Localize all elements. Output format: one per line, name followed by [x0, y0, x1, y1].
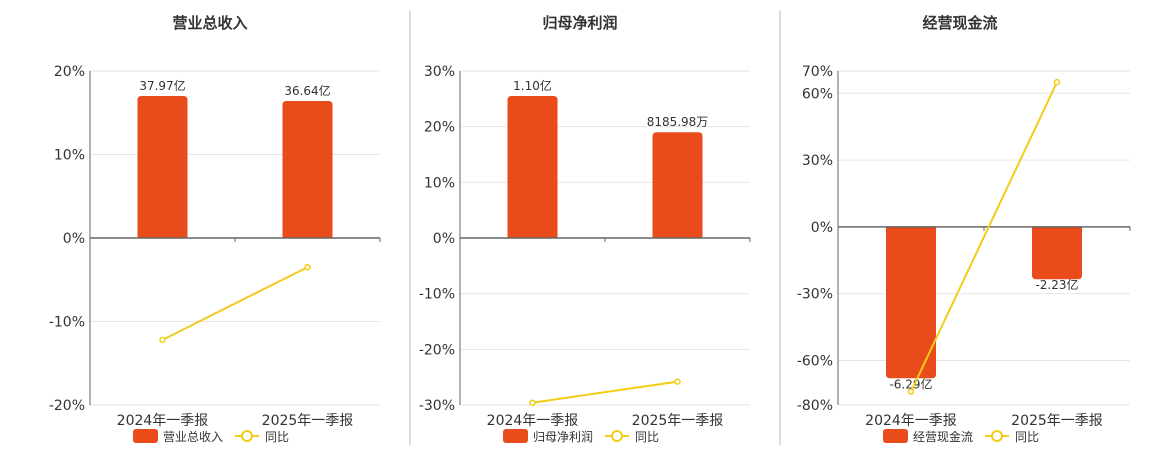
yoy-point-1 — [159, 336, 166, 344]
yoy-point-2 — [674, 378, 681, 385]
x-category-label: 2025年一季报 — [632, 413, 724, 429]
yoy-point-2 — [304, 263, 311, 271]
bar-2 — [652, 132, 703, 238]
x-category-label: 2024年一季报 — [487, 413, 579, 429]
y-tick-label: 10% — [424, 175, 455, 191]
bar-1 — [886, 226, 936, 379]
x-category-label: 2024年一季报 — [865, 413, 957, 429]
chart-panel-2: 归母净利润 30% 20% 10% 0% -10% -20% -30% 1.10亿 8185.98… — [419, 14, 751, 444]
bar-value-label: 8185.98万 — [647, 115, 709, 129]
y-tick-label: -10% — [49, 315, 85, 331]
legend-line-marker — [611, 430, 623, 442]
legend-line-label: 同比 — [1015, 430, 1039, 444]
bar-value-label: 1.10亿 — [513, 78, 552, 93]
y-tick-label: 30% — [424, 64, 455, 80]
x-category-label: 2025年一季报 — [1011, 413, 1103, 429]
chart-panel-3: 经营现金流 70% 60% 30% 0% -30% -60% -80% -6.29亿 -2.23亿… — [797, 14, 1131, 444]
y-tick-label: 60% — [802, 86, 833, 102]
chart-title: 经营现金流 — [922, 14, 997, 32]
y-tick-label: -20% — [419, 342, 455, 358]
yoy-line — [910, 81, 1058, 393]
y-tick-label: 10% — [54, 148, 85, 164]
legend-bar-label: 经营现金流 — [913, 429, 973, 444]
x-category-label: 2024年一季报 — [117, 413, 209, 429]
legend-bar-swatch — [883, 429, 908, 443]
legend-bar-swatch — [503, 429, 528, 443]
y-tick-label: -80% — [797, 398, 833, 414]
legend-line-label: 同比 — [635, 430, 659, 444]
bar-1 — [507, 96, 558, 238]
legend-bar-swatch — [133, 429, 158, 443]
legend-line-marker — [241, 430, 253, 442]
y-tick-label: 20% — [424, 120, 455, 136]
y-tick-label: -10% — [419, 287, 455, 303]
y-tick-label: -20% — [49, 398, 85, 414]
y-tick-label: -30% — [797, 287, 833, 303]
legend-line-label: 同比 — [265, 430, 289, 444]
bar-1 — [137, 96, 188, 238]
yoy-line — [162, 266, 308, 341]
bar-value-label: -6.29亿 — [889, 376, 932, 391]
x-category-label: 2025年一季报 — [262, 413, 354, 429]
legend-line-marker — [991, 430, 1003, 442]
y-tick-label: 70% — [802, 64, 833, 80]
bar-value-label: 37.97亿 — [139, 78, 185, 93]
yoy-point-1 — [907, 388, 915, 395]
legend-bar-label: 归母净利润 — [533, 430, 593, 444]
y-tick-label: 0% — [433, 231, 455, 247]
chart-title: 营业总收入 — [172, 14, 247, 32]
bar-2 — [282, 101, 333, 238]
yoy-point-1 — [529, 399, 536, 407]
y-tick-label: -60% — [797, 353, 833, 369]
bar-2 — [1032, 226, 1082, 280]
y-tick-label: 30% — [802, 153, 833, 169]
bar-value-label: 36.64亿 — [284, 83, 330, 98]
y-tick-label: 0% — [811, 220, 833, 236]
yoy-line — [532, 380, 678, 404]
y-tick-label: 20% — [54, 64, 85, 80]
legend-bar-label: 营业总收入 — [163, 430, 223, 444]
y-tick-label: 0% — [63, 231, 85, 247]
yoy-point-2 — [1053, 78, 1061, 86]
chart-title: 归母净利润 — [542, 14, 617, 32]
y-tick-label: -30% — [419, 398, 455, 414]
chart-panel-1: 营业总收入 20% 10% 0% -10% -20% 37.97亿 36.64亿 2024年一季… — [49, 14, 381, 444]
bar-value-label: -2.23亿 — [1035, 277, 1078, 292]
